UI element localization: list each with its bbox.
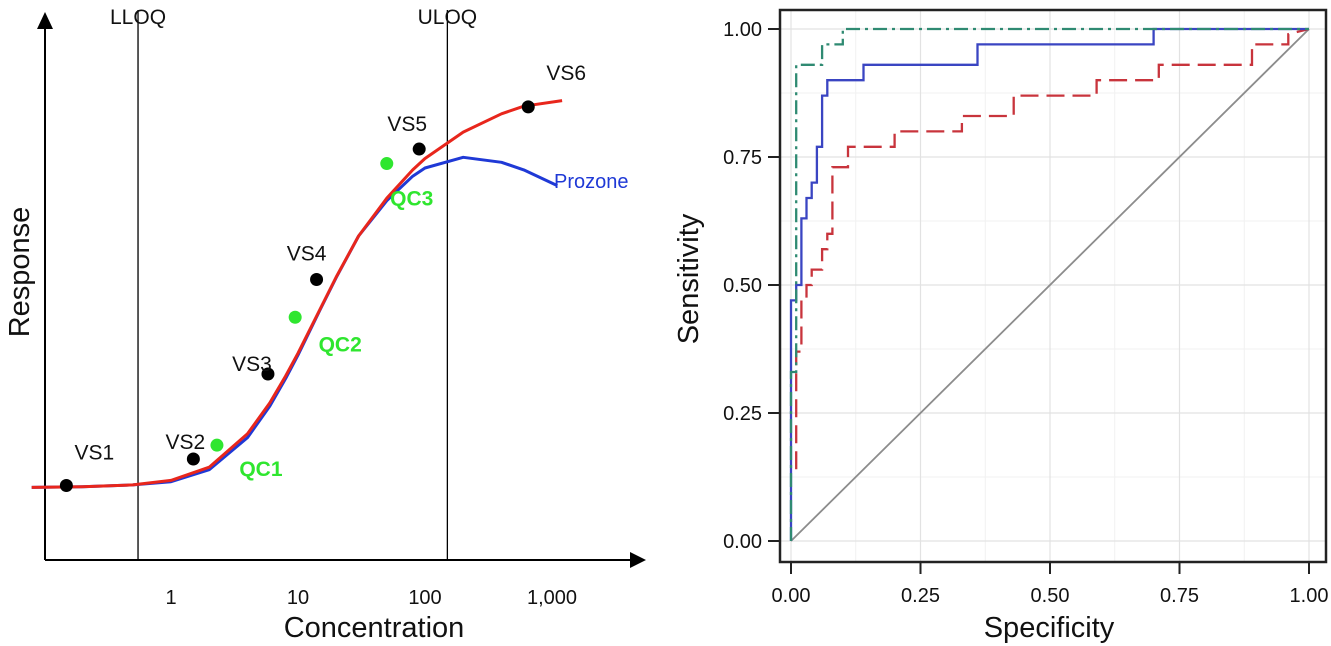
- roc-series-blue-solid: [789, 27, 1309, 541]
- y-axis-label: Sensitivity: [673, 213, 705, 344]
- x-tick-label: 1.00: [1290, 585, 1329, 607]
- data-label-vs3: VS3: [232, 353, 272, 376]
- y-tick-label: 0.75: [723, 147, 762, 169]
- y-tick-label: 0.00: [723, 531, 762, 553]
- data-label-vs1: VS1: [75, 441, 115, 464]
- data-point-vs6: [521, 100, 535, 114]
- x-tick-label: 10: [287, 587, 309, 609]
- x-tick-label: 1,000: [527, 587, 577, 609]
- data-label-qc3: QC3: [390, 188, 433, 211]
- x-axis-label: Specificity: [984, 612, 1115, 644]
- roc-series-reference: [790, 28, 1310, 542]
- series-line-fit: [31, 99, 563, 489]
- x-axis-arrow-icon: [630, 552, 646, 568]
- data-label-vs2: VS2: [166, 431, 206, 454]
- x-axis-label: Concentration: [284, 612, 465, 644]
- y-axis-label: Response: [4, 207, 36, 338]
- roc-series-red-dashed: [795, 27, 1310, 470]
- y-tick-label: 0.50: [723, 275, 762, 297]
- y-axis-arrow-icon: [37, 12, 53, 29]
- data-point-qc2: [288, 310, 302, 324]
- x-tick-label: 0.25: [901, 585, 940, 607]
- roc-series-green-dash-dot: [789, 27, 1309, 541]
- data-point-vs4: [310, 272, 324, 286]
- data-point-vs2: [186, 452, 200, 466]
- data-point-vs5: [412, 142, 426, 156]
- reference-line-label: ULOQ: [418, 6, 478, 29]
- roc-chart: 0.00 0.25 0.50 0.75 1.00 0.00 0.25 0.50 0.75 1.00…: [673, 8, 1329, 644]
- data-label-vs5: VS5: [387, 113, 427, 136]
- data-label-vs4: VS4: [287, 242, 327, 265]
- prozone-label: Prozone: [554, 171, 629, 193]
- data-point-qc3: [380, 157, 394, 171]
- y-tick-label: 0.25: [723, 403, 762, 425]
- data-label-qc1: QC1: [239, 458, 283, 481]
- x-tick-label: 0.50: [1031, 585, 1070, 607]
- data-label-vs6: VS6: [546, 62, 586, 85]
- data-point-vs1: [59, 478, 73, 492]
- x-tick-label: 100: [408, 587, 441, 609]
- y-tick-label: 1.00: [723, 19, 762, 41]
- data-point-vs3: [261, 367, 275, 381]
- data-point-qc1: [210, 438, 224, 452]
- x-tick-label: 0.00: [772, 585, 811, 607]
- data-label-qc2: QC2: [319, 333, 362, 356]
- reference-line-label: LLOQ: [110, 6, 166, 29]
- x-tick-label: 1: [165, 587, 176, 609]
- dose-response-chart: LLOQ ULOQ VS1 VS2 VS3 VS4 VS5 VS6 QC1 QC2 QC3 1 10…: [4, 6, 646, 644]
- x-tick-label: 0.75: [1160, 585, 1199, 607]
